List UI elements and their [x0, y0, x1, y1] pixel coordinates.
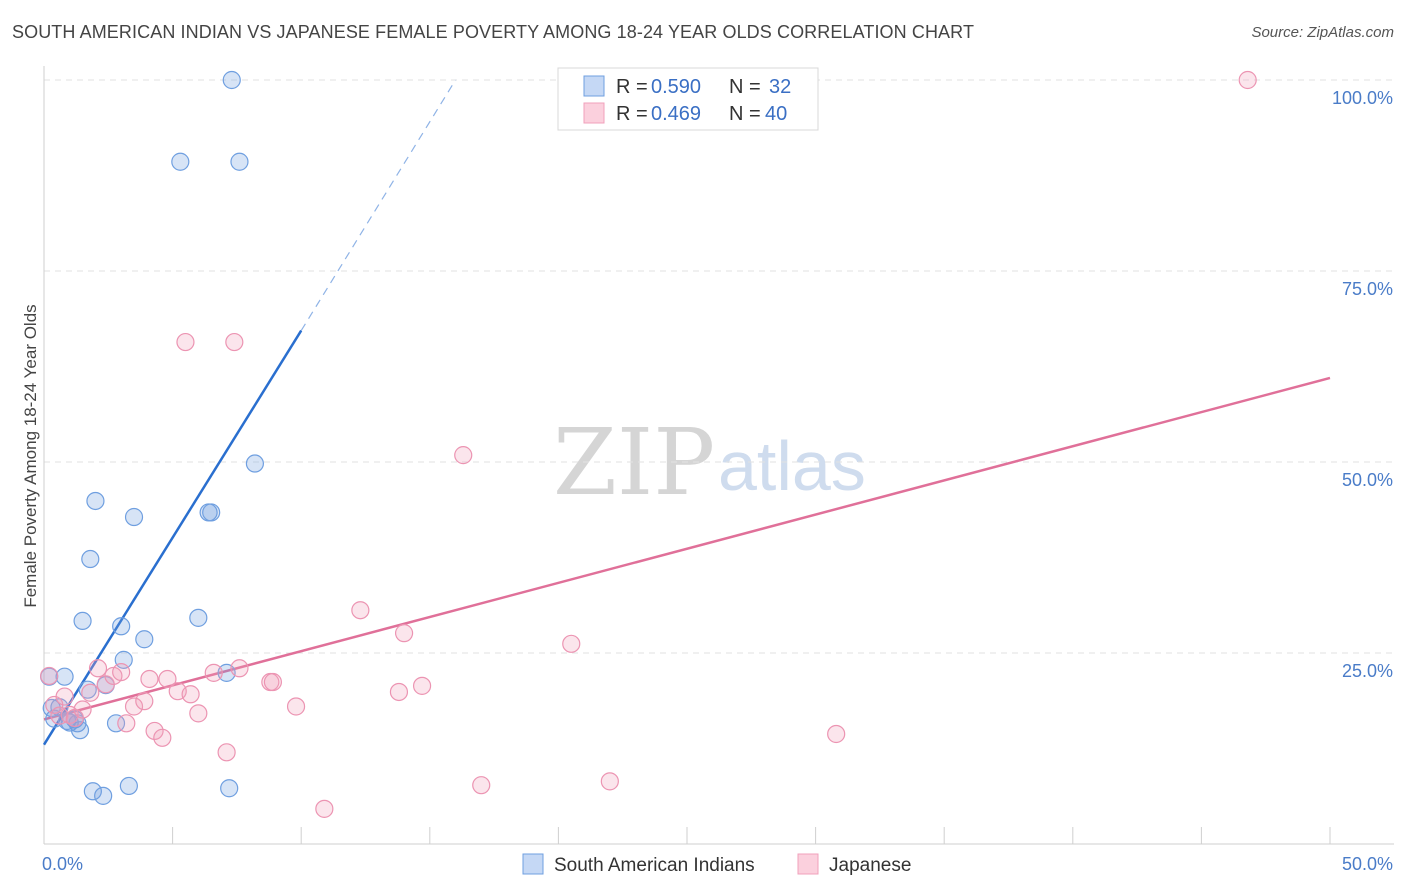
point-japanese-23 [204, 663, 223, 682]
bottom-legend: South American Indians Japanese [522, 853, 911, 876]
bottom-legend-label-1: South American Indians [554, 855, 755, 876]
point-south-american-indians-27 [222, 70, 241, 90]
legend-n-value-1: 32 [769, 76, 791, 98]
point-japanese-31 [351, 601, 370, 620]
point-japanese-28 [263, 672, 283, 692]
y-tick-label-2: 75.0% [1342, 279, 1393, 299]
point-south-american-indians-24 [202, 503, 221, 522]
legend-r-label-1: R = [616, 76, 648, 98]
watermark-atlas: atlas [718, 427, 866, 505]
point-japanese-13 [124, 697, 144, 716]
legend-n-label-2: N = [729, 103, 761, 125]
point-south-american-indians-26 [220, 779, 239, 798]
y-tick-label-1: 50.0% [1342, 470, 1393, 490]
point-south-american-indians-10 [78, 680, 97, 699]
point-japanese-30 [315, 799, 334, 818]
point-japanese-2 [50, 706, 69, 725]
axes [43, 66, 1394, 845]
watermark-zip: ZIP [553, 409, 715, 516]
point-south-american-indians-28 [230, 152, 249, 171]
source-label: Source: ZipAtlas.com [1251, 24, 1394, 41]
point-japanese-39 [827, 724, 846, 744]
chart-title: SOUTH AMERICAN INDIAN VS JAPANESE FEMALE… [12, 22, 975, 42]
bottom-legend-label-2: Japanese [829, 855, 911, 876]
point-japanese-11 [112, 662, 131, 682]
bottom-legend-swatch-blue [522, 853, 544, 875]
y-axis-label: Female Poverty Among 18-24 Year Olds [21, 304, 40, 607]
point-south-american-indians-14 [94, 786, 113, 805]
legend-n-value-2: 40 [765, 103, 787, 125]
point-south-american-indians-31 [42, 698, 61, 718]
data-points [40, 70, 1257, 818]
point-japanese-33 [394, 624, 414, 643]
point-japanese-15 [140, 669, 159, 689]
point-japanese-40 [1238, 70, 1257, 90]
point-japanese-37 [562, 634, 581, 653]
point-south-american-indians-13 [86, 491, 105, 511]
trend-line-extension-south-american-indians [300, 79, 457, 331]
point-south-american-indians-22 [189, 608, 208, 627]
y-tick-labels: 25.0% 50.0% 75.0% 100.0% [1332, 88, 1393, 681]
point-south-american-indians-12 [83, 782, 102, 801]
point-south-american-indians-20 [135, 630, 154, 649]
trend-line-japanese [43, 376, 1331, 721]
bottom-legend-swatch-pink [797, 853, 819, 875]
point-south-american-indians-17 [112, 617, 131, 636]
x-tick-label-1: 50.0% [1342, 854, 1393, 874]
point-japanese-7 [81, 683, 100, 702]
point-japanese-26 [230, 659, 249, 678]
point-japanese-14 [135, 692, 154, 711]
point-south-american-indians-11 [81, 549, 100, 569]
point-south-american-indians-21 [171, 152, 190, 171]
point-japanese-36 [472, 776, 491, 795]
point-south-american-indians-30 [124, 507, 144, 527]
legend-r-label-2: R = [616, 103, 648, 125]
point-japanese-20 [176, 332, 195, 352]
legend-r-value-2: 0.469 [651, 103, 701, 125]
point-japanese-34 [412, 676, 432, 695]
point-south-american-indians-3 [55, 667, 74, 686]
point-japanese-24 [217, 743, 236, 762]
point-japanese-6 [73, 700, 92, 719]
point-japanese-21 [181, 685, 200, 704]
y-tick-label-0: 25.0% [1342, 661, 1393, 681]
trend-lines [42, 79, 1331, 746]
point-japanese-35 [454, 446, 473, 465]
point-japanese-25 [225, 332, 244, 352]
point-south-american-indians-29 [245, 454, 265, 473]
point-japanese-29 [286, 697, 306, 716]
watermark: ZIP atlas [553, 409, 866, 516]
point-japanese-3 [55, 687, 74, 706]
point-japanese-17 [153, 728, 172, 747]
legend-r-value-1: 0.590 [651, 76, 701, 98]
point-japanese-16 [145, 721, 164, 741]
point-south-american-indians-9 [73, 611, 92, 631]
legend-swatch-blue [583, 75, 605, 97]
legend: R = 0.590 N = 32 R = 0.469 N = 40 [557, 67, 819, 131]
point-south-american-indians-16 [106, 714, 126, 733]
point-south-american-indians-19 [119, 776, 138, 796]
x-tick-label-0: 0.0% [42, 854, 83, 874]
point-japanese-18 [158, 669, 177, 689]
point-japanese-8 [88, 659, 108, 678]
legend-swatch-pink [583, 102, 605, 124]
y-tick-label-3: 100.0% [1332, 88, 1393, 108]
point-japanese-32 [389, 682, 409, 702]
x-tick-labels: 0.0% 50.0% [42, 854, 1393, 874]
point-japanese-22 [189, 704, 208, 723]
trend-line-south-american-indians [42, 329, 303, 746]
point-japanese-12 [117, 714, 136, 733]
point-japanese-38 [600, 772, 619, 791]
point-japanese-0 [40, 666, 59, 686]
legend-n-label-1: N = [729, 76, 761, 98]
